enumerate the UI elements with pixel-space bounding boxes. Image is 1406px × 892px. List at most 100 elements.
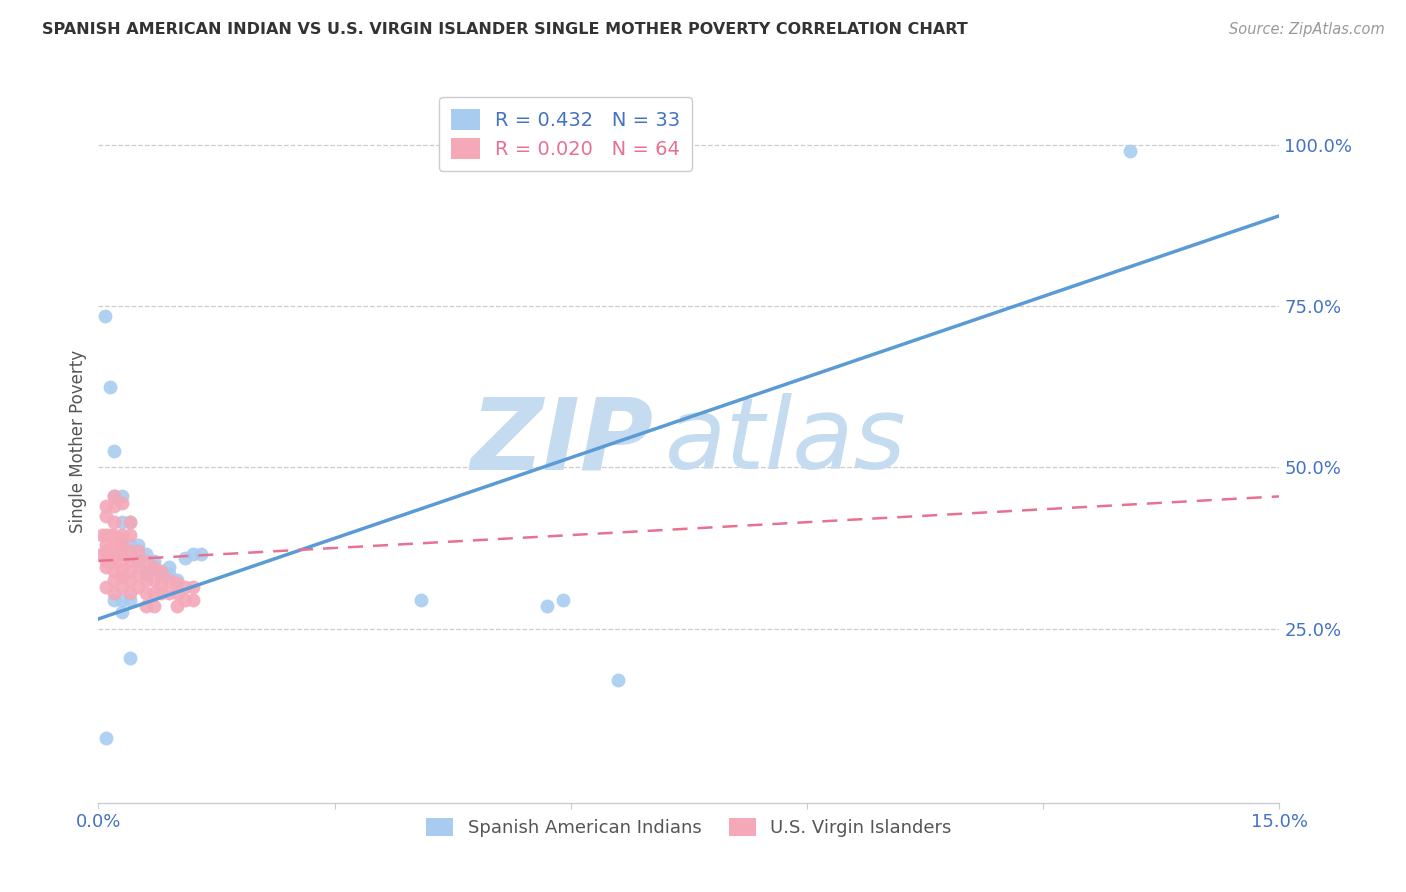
Point xyxy=(111,580,134,594)
Point xyxy=(103,554,125,568)
Point xyxy=(96,499,118,513)
Point xyxy=(103,592,125,607)
Point xyxy=(98,554,121,568)
Point xyxy=(142,573,165,587)
Point xyxy=(103,489,125,503)
Point xyxy=(118,538,141,552)
Point xyxy=(135,564,157,578)
Point xyxy=(98,528,121,542)
Point xyxy=(103,444,125,458)
Point xyxy=(91,548,114,562)
Point xyxy=(127,538,149,552)
Point xyxy=(142,554,165,568)
Point xyxy=(118,592,141,607)
Point xyxy=(111,538,134,552)
Point xyxy=(157,573,180,587)
Point xyxy=(142,560,165,574)
Point xyxy=(135,573,157,587)
Point xyxy=(411,592,433,607)
Point xyxy=(135,599,157,613)
Point xyxy=(103,489,125,503)
Point xyxy=(111,528,134,542)
Point xyxy=(103,586,125,600)
Point xyxy=(150,576,173,591)
Point xyxy=(142,586,165,600)
Point xyxy=(111,515,134,529)
Point xyxy=(103,538,125,552)
Point xyxy=(190,548,212,562)
Point xyxy=(107,548,129,562)
Point xyxy=(103,528,125,542)
Point xyxy=(118,554,141,568)
Point xyxy=(135,566,157,581)
Point xyxy=(107,531,129,545)
Point xyxy=(127,566,149,581)
Point xyxy=(174,550,197,565)
Point xyxy=(166,573,188,587)
Point xyxy=(135,548,157,562)
Point xyxy=(96,508,118,523)
Point xyxy=(118,650,141,665)
Point xyxy=(181,548,204,562)
Point xyxy=(111,489,134,503)
Text: ZIP: ZIP xyxy=(471,393,654,490)
Point xyxy=(111,554,134,568)
Point xyxy=(118,586,141,600)
Point xyxy=(157,566,180,581)
Point xyxy=(607,673,630,688)
Point xyxy=(166,576,188,591)
Point xyxy=(174,592,197,607)
Point xyxy=(135,586,157,600)
Point xyxy=(98,380,121,394)
Point xyxy=(157,586,180,600)
Point xyxy=(127,580,149,594)
Point xyxy=(103,573,125,587)
Point xyxy=(111,544,134,558)
Point xyxy=(111,592,134,607)
Point xyxy=(111,538,134,552)
Point xyxy=(96,580,118,594)
Point xyxy=(118,573,141,587)
Legend: Spanish American Indians, U.S. Virgin Islanders: Spanish American Indians, U.S. Virgin Is… xyxy=(419,811,959,845)
Point xyxy=(96,528,118,542)
Point xyxy=(118,515,141,529)
Point xyxy=(157,560,180,574)
Point xyxy=(93,309,115,323)
Point xyxy=(96,554,118,568)
Point xyxy=(103,499,125,513)
Point xyxy=(118,564,141,578)
Text: Source: ZipAtlas.com: Source: ZipAtlas.com xyxy=(1229,22,1385,37)
Text: SPANISH AMERICAN INDIAN VS U.S. VIRGIN ISLANDER SINGLE MOTHER POVERTY CORRELATIO: SPANISH AMERICAN INDIAN VS U.S. VIRGIN I… xyxy=(42,22,967,37)
Point xyxy=(142,560,165,574)
Point xyxy=(111,496,134,510)
Point xyxy=(96,731,118,746)
Y-axis label: Single Mother Poverty: Single Mother Poverty xyxy=(69,350,87,533)
Point xyxy=(111,570,134,584)
Point xyxy=(91,528,114,542)
Point xyxy=(96,544,118,558)
Point xyxy=(135,554,157,568)
Point xyxy=(1119,145,1142,159)
Point xyxy=(166,586,188,600)
Point xyxy=(181,580,204,594)
Point xyxy=(111,564,134,578)
Point xyxy=(96,560,118,574)
Point xyxy=(150,566,173,581)
Point xyxy=(150,586,173,600)
Point xyxy=(551,592,574,607)
Point xyxy=(103,564,125,578)
Point xyxy=(118,515,141,529)
Point xyxy=(142,599,165,613)
Point xyxy=(103,544,125,558)
Point xyxy=(127,544,149,558)
Point xyxy=(111,606,134,620)
Point xyxy=(127,554,149,568)
Point xyxy=(118,528,141,542)
Point xyxy=(536,599,558,613)
Point xyxy=(150,564,173,578)
Point xyxy=(174,580,197,594)
Point xyxy=(96,538,118,552)
Point xyxy=(181,592,204,607)
Point xyxy=(118,544,141,558)
Text: atlas: atlas xyxy=(665,393,907,490)
